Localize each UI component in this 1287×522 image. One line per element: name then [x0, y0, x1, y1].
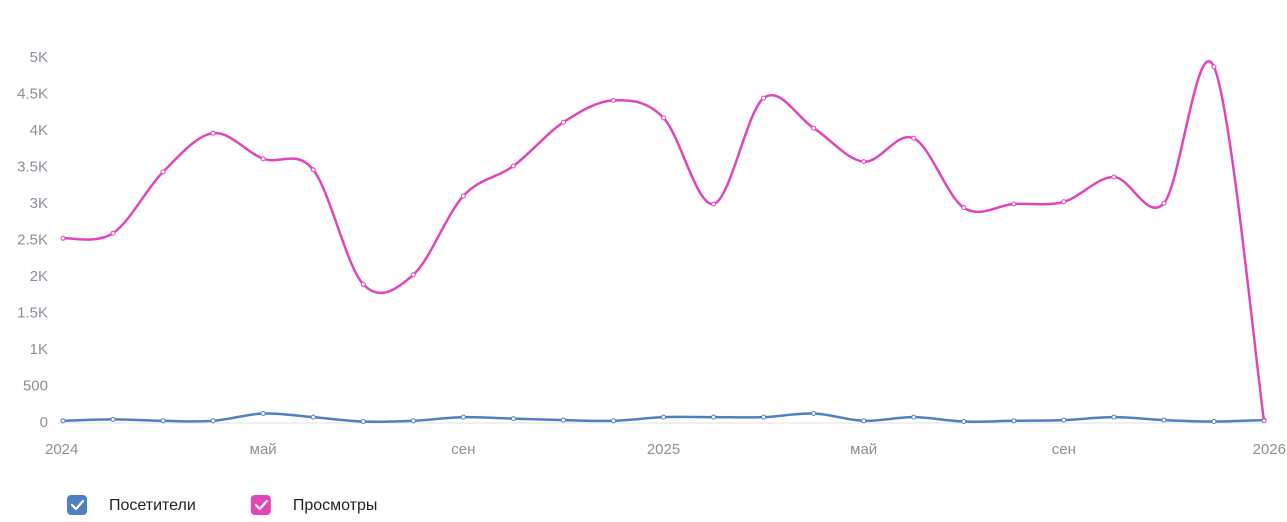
- data-point: [961, 419, 967, 425]
- data-point: [1061, 417, 1067, 423]
- data-point: [160, 169, 166, 175]
- data-point: [310, 167, 316, 173]
- series-line: [62, 60, 1266, 421]
- data-point: [210, 418, 216, 424]
- data-point: [1211, 419, 1217, 425]
- legend-item[interactable]: Посетители: [67, 495, 196, 515]
- data-point: [1261, 418, 1267, 424]
- data-point: [1011, 201, 1017, 207]
- data-point: [510, 416, 516, 422]
- data-point: [110, 416, 116, 422]
- data-point: [661, 414, 666, 420]
- data-point: [761, 95, 767, 101]
- data-point: [1161, 417, 1167, 423]
- data-point: [1111, 414, 1117, 420]
- data-point: [1161, 200, 1167, 206]
- data-point: [160, 418, 166, 424]
- y-tick-label: 1K: [30, 341, 48, 358]
- x-tick-label: сен: [1052, 441, 1076, 458]
- data-point: [911, 135, 917, 141]
- x-tick-label: май: [250, 441, 277, 458]
- data-point: [1111, 174, 1117, 180]
- data-point: [1011, 418, 1017, 424]
- data-point: [110, 230, 116, 236]
- y-tick-label: 3.5K: [17, 158, 48, 175]
- data-point: [360, 281, 366, 287]
- data-point: [410, 418, 416, 424]
- data-point: [1061, 199, 1067, 205]
- data-point: [60, 235, 66, 241]
- legend: Посетители Просмотры: [67, 495, 377, 515]
- legend-item[interactable]: Просмотры: [250, 495, 378, 515]
- legend-label[interactable]: Посетители: [109, 497, 196, 514]
- y-tick-label: 3K: [30, 195, 48, 212]
- y-tick-label: 4K: [30, 122, 48, 139]
- data-point: [811, 411, 817, 417]
- legend-checkbox[interactable]: [250, 495, 271, 515]
- data-point: [260, 156, 266, 162]
- data-point: [811, 125, 817, 131]
- y-tick-label: 2K: [30, 268, 48, 285]
- data-point: [661, 115, 666, 121]
- y-tick-label: 0: [40, 414, 48, 431]
- data-point: [60, 418, 66, 424]
- data-point: [711, 414, 717, 420]
- legend-check: [254, 499, 268, 511]
- data-point: [1211, 64, 1217, 70]
- x-tick-label: май: [850, 441, 877, 458]
- data-point: [510, 163, 516, 169]
- data-point: [210, 130, 216, 136]
- data-point: [460, 193, 466, 199]
- data-point: [560, 417, 566, 423]
- data-point: [260, 411, 266, 417]
- legend-checkbox[interactable]: [67, 495, 87, 515]
- legend-label[interactable]: Просмотры: [293, 497, 378, 514]
- data-point: [360, 419, 366, 425]
- data-point: [911, 414, 917, 420]
- x-tick-label: 2024: [45, 441, 78, 458]
- y-tick-label: 2.5K: [17, 231, 48, 248]
- data-point: [460, 414, 466, 420]
- data-point: [560, 119, 566, 125]
- data-point: [861, 418, 867, 424]
- data-point: [961, 205, 967, 211]
- data-point: [610, 97, 616, 103]
- data-point: [861, 159, 867, 165]
- data-point: [610, 418, 616, 424]
- y-tick-label: 500: [23, 377, 48, 394]
- x-tick-label: 2026: [1253, 441, 1286, 458]
- data-point: [410, 272, 416, 278]
- y-tick-label: 4.5K: [17, 85, 48, 102]
- data-point: [761, 414, 767, 420]
- x-tick-label: 2025: [647, 441, 680, 458]
- legend-check: [70, 499, 85, 511]
- data-point: [310, 414, 316, 420]
- y-tick-label: 1.5K: [17, 304, 48, 321]
- y-tick-label: 5K: [30, 49, 48, 66]
- x-tick-label: сен: [451, 441, 475, 458]
- data-point: [711, 201, 717, 207]
